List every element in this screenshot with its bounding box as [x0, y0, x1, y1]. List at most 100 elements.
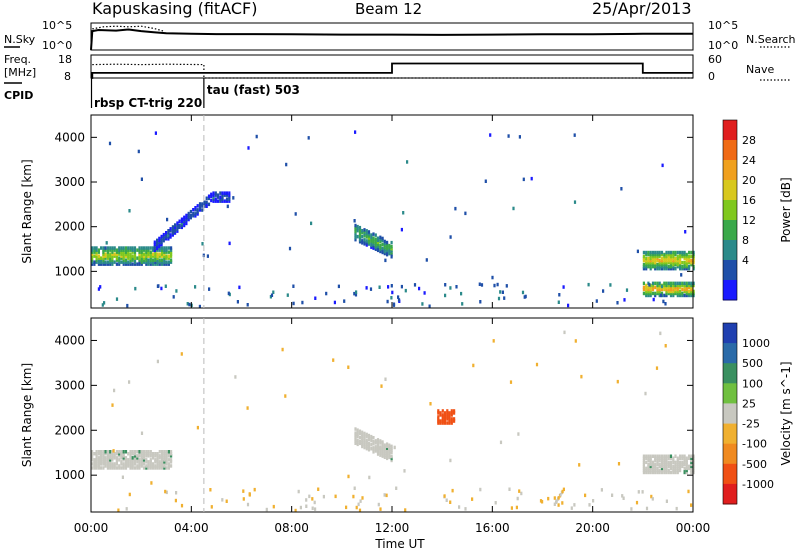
noise-series-search [92, 25, 164, 32]
data-cell [171, 231, 174, 235]
data-cell [210, 194, 213, 199]
data-cell [170, 254, 173, 258]
data-cell [379, 235, 382, 240]
data-cell [154, 252, 157, 256]
data-cell [664, 302, 667, 306]
data-cell [679, 256, 682, 261]
data-cell [214, 193, 217, 197]
data-cell [365, 442, 368, 447]
data-cell [381, 444, 384, 448]
data-cell [679, 262, 682, 267]
data-cell [102, 460, 105, 464]
data-cell [674, 256, 677, 261]
data-cell [659, 331, 662, 336]
freq-left-label-1: Freq. [4, 53, 31, 66]
data-cell [656, 281, 659, 286]
data-cell [672, 468, 675, 473]
data-cell [658, 254, 661, 259]
data-cell [111, 456, 114, 460]
data-cell [674, 260, 677, 265]
data-cell [386, 450, 389, 454]
data-cell [541, 500, 544, 504]
data-cell [494, 501, 497, 505]
data-cell [138, 246, 141, 250]
data-cell [683, 266, 686, 271]
data-cell [688, 456, 691, 460]
data-cell [443, 413, 447, 417]
data-cell [111, 450, 114, 454]
data-cell [171, 233, 174, 237]
data-cell [437, 409, 440, 413]
data-cell [667, 250, 670, 255]
data-cell [124, 250, 128, 254]
data-cell [127, 462, 130, 466]
data-cell [669, 293, 673, 298]
data-cell [587, 282, 590, 287]
colorbar-swatch [723, 200, 737, 221]
data-cell [663, 260, 666, 265]
data-cell [388, 451, 391, 456]
data-cell [187, 215, 190, 220]
data-cell [383, 449, 386, 453]
cpid-segment-label: tau (fast) 503 [207, 83, 300, 97]
data-cell [214, 191, 217, 195]
data-cell [676, 293, 679, 298]
data-cell [165, 233, 168, 237]
data-cell [167, 454, 170, 458]
data-cell [165, 490, 168, 495]
data-cell [674, 464, 677, 469]
data-cell [645, 470, 648, 475]
data-cell [672, 266, 675, 271]
y-tick-label: 2000 [54, 423, 85, 437]
data-cell [185, 213, 188, 218]
data-cell [672, 262, 675, 267]
x-tick-label: 08:00 [274, 521, 309, 535]
data-cell [370, 241, 373, 245]
data-cell [665, 454, 668, 458]
data-cell [491, 275, 494, 280]
data-cell [669, 281, 673, 286]
data-cell [450, 417, 453, 421]
data-cell [219, 197, 222, 201]
data-cell [616, 301, 619, 305]
data-cell [97, 458, 100, 462]
data-cell [122, 260, 125, 264]
data-cell [180, 223, 183, 228]
data-cell [118, 258, 121, 262]
data-cell [122, 248, 125, 252]
data-cell [573, 133, 576, 137]
data-cell [207, 194, 211, 198]
data-cell [120, 462, 123, 466]
data-cell [142, 458, 146, 462]
data-cell [133, 460, 137, 464]
data-cell [95, 246, 98, 250]
data-cell [161, 462, 164, 466]
data-cell [679, 454, 682, 458]
data-cell [136, 256, 139, 260]
data-cell [140, 454, 143, 458]
data-cell [104, 248, 107, 252]
data-cell [692, 264, 695, 269]
data-cell [450, 419, 453, 423]
data-cell [692, 470, 695, 475]
data-cell [376, 248, 380, 253]
data-cell [372, 236, 375, 240]
data-cell [674, 470, 677, 475]
data-cell [374, 439, 377, 443]
colorbar-tick-label: -25 [742, 418, 760, 431]
data-cell [189, 215, 192, 220]
data-cell [647, 466, 650, 471]
data-cell [97, 460, 100, 464]
data-cell [621, 494, 624, 498]
data-cell [497, 296, 501, 301]
data-cell [136, 262, 139, 266]
data-cell [522, 177, 525, 182]
data-cell [386, 456, 389, 461]
data-cell [353, 291, 356, 296]
data-cell [165, 262, 168, 266]
data-cell [142, 252, 146, 256]
data-cell [145, 454, 148, 458]
y-axis-label: Slant Range [km] [20, 363, 34, 467]
data-cell [363, 242, 366, 246]
data-cell [102, 466, 105, 470]
